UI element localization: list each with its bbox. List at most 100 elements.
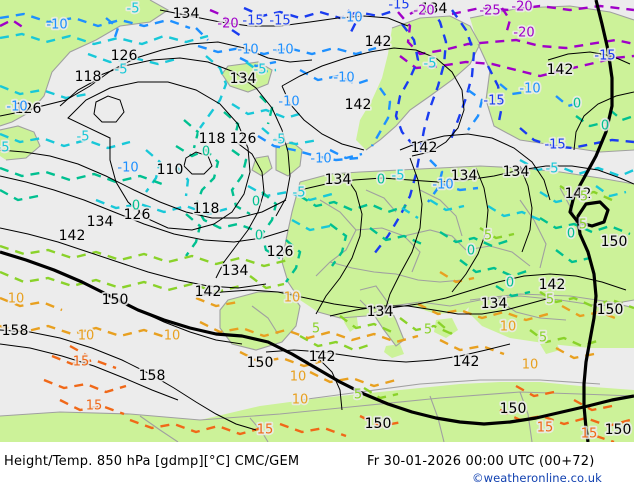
temp-label: -5 xyxy=(115,63,128,78)
temp-contour-m5 xyxy=(0,32,634,232)
temp-label: -5 xyxy=(0,141,9,156)
temp-label-halo: -15 xyxy=(483,94,504,109)
temp-label-halo: 0 xyxy=(506,276,514,291)
height-label: 126 xyxy=(15,101,42,117)
temp-label-halo: 10 xyxy=(284,291,301,306)
height-label: 150 xyxy=(601,234,628,250)
temp-label-halo: -15 xyxy=(242,14,263,29)
temp-label: 15 xyxy=(73,355,90,370)
height-label-halo: 134 xyxy=(222,263,249,279)
temp-label-halo: -20 xyxy=(217,17,238,32)
height-label: 134 xyxy=(173,6,200,22)
temp-label-halo: -10 xyxy=(278,95,299,110)
height-label: 150 xyxy=(102,292,129,308)
temp-label-halo: -10 xyxy=(432,178,453,193)
height-label: 142 xyxy=(453,354,480,370)
temp-label-halo: 5 xyxy=(484,229,492,244)
product-title: Height/Temp. 850 hPa [gdmp][°C] CMC/GEM xyxy=(4,454,300,469)
height-label: 134 xyxy=(87,214,114,230)
height-label-halo: 150 xyxy=(597,302,624,318)
height-label-halo: 118 xyxy=(75,69,102,85)
weather-map-canvas[interactable]: 126 126 118 118 126 126 134 134 134 134 142 142 142 1… xyxy=(0,0,634,442)
height-label: 142 xyxy=(547,62,574,78)
temp-label-halo: 10 xyxy=(290,370,307,385)
temp-label: 15 xyxy=(257,423,274,438)
temperature-contour-labels: -5 -5 -10 -10 -5 -5 -10 -10 -5 -5 -5 -5 -15 -15 -15 -15… xyxy=(0,0,617,442)
height-label-halo: 126 xyxy=(111,48,138,64)
temp-label-halo: 10 xyxy=(164,329,181,344)
temp-label-halo: 5 xyxy=(580,190,588,205)
height-label: 134 xyxy=(230,71,257,87)
temp-label: -10 xyxy=(272,43,293,58)
temp-label-halo: 5 xyxy=(312,322,320,337)
height-label-halo: 134 xyxy=(367,304,394,320)
temp-label-halo: -5 xyxy=(0,141,9,156)
temp-label: -10 xyxy=(46,18,67,33)
temp-label: -10 xyxy=(237,43,258,58)
height-label-halo: 126 xyxy=(267,244,294,260)
height-label-halo: 134 xyxy=(481,296,508,312)
temp-label-halo: 15 xyxy=(86,399,103,414)
temp-label-halo: -10 xyxy=(333,71,354,86)
height-label-halo: 142 xyxy=(309,349,336,365)
temp-label-halo: -5 xyxy=(424,57,437,72)
height-label: 126 xyxy=(230,131,257,147)
height-label-halo: 134 xyxy=(173,6,200,22)
height-label-halo: 126 xyxy=(15,101,42,117)
temp-label: 5 xyxy=(354,388,362,403)
height-label: 142 xyxy=(345,97,372,113)
temp-label-halo: 10 xyxy=(8,292,25,307)
height-label-halo: 142 xyxy=(345,97,372,113)
height-label-halo: 134 xyxy=(230,71,257,87)
height-label: 118 xyxy=(199,131,226,147)
temp-label-halo: 10 xyxy=(522,358,539,373)
height-label: 118 xyxy=(75,69,102,85)
temp-label-halo: 0 xyxy=(202,145,210,160)
height-label: 134 xyxy=(367,304,394,320)
temp-label: -10 xyxy=(310,152,331,167)
temp-label: 0 xyxy=(252,195,260,210)
map-svg: 1261261181181261261341341341341421421421… xyxy=(0,0,634,442)
temp-label-halo: -5 xyxy=(273,133,286,148)
height-label-halo: 150 xyxy=(605,422,632,438)
temp-contour-0 xyxy=(0,95,634,298)
temp-label: 10 xyxy=(292,393,309,408)
temp-label: 10 xyxy=(500,320,517,335)
height-label: 150 xyxy=(365,416,392,432)
temp-label: -25 xyxy=(479,4,500,19)
height-label: 134 xyxy=(222,263,249,279)
temp-label-halo: 5 xyxy=(539,331,547,346)
temp-label: 15 xyxy=(581,427,598,442)
temp-label-halo: 15 xyxy=(73,355,90,370)
height-label-halo: 142 xyxy=(547,62,574,78)
temp-label-halo: -15 xyxy=(544,138,565,153)
temp-label: 0 xyxy=(255,229,263,244)
copyright-label[interactable]: ©weatheronline.co.uk xyxy=(472,471,602,485)
temp-label-halo: 15 xyxy=(257,423,274,438)
temp-label-halo: 5 xyxy=(424,323,432,338)
temp-label: -15 xyxy=(483,94,504,109)
height-label-halo: 142 xyxy=(565,186,592,202)
temp-label-halo: -5 xyxy=(546,162,559,177)
temp-label-halo: -10 xyxy=(6,100,27,115)
temp-label-halo: 0 xyxy=(467,244,475,259)
temp-label-halo: 0 xyxy=(573,97,581,112)
temp-label: -10 xyxy=(341,11,362,26)
height-label-halo: 126 xyxy=(230,131,257,147)
temp-label: 0 xyxy=(202,145,210,160)
temp-label: 5 xyxy=(539,331,547,346)
temp-label-halo: -20 xyxy=(511,0,532,15)
temp-label: 15 xyxy=(537,421,554,436)
temp-label: -5 xyxy=(293,186,306,201)
temp-contour-m10 xyxy=(0,12,583,203)
height-label-halo: 142 xyxy=(195,284,222,300)
height-label: 126 xyxy=(267,244,294,260)
temp-label: -15 xyxy=(388,0,409,13)
temp-label-halo: 0 xyxy=(255,229,263,244)
height-label-halo: 158 xyxy=(139,368,166,384)
temp-label: 5 xyxy=(580,190,588,205)
temp-label: -15 xyxy=(594,49,615,64)
height-label-halo: 150 xyxy=(247,355,274,371)
height-label-halo: 150 xyxy=(500,401,527,417)
